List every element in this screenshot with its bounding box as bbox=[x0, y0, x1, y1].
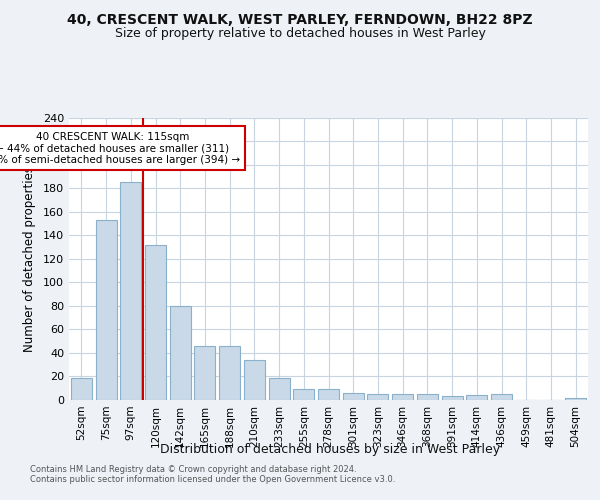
Bar bbox=[318, 390, 339, 400]
Bar bbox=[120, 182, 141, 400]
Text: Size of property relative to detached houses in West Parley: Size of property relative to detached ho… bbox=[115, 28, 485, 40]
Bar bbox=[466, 396, 487, 400]
Bar bbox=[367, 394, 388, 400]
Text: 40, CRESCENT WALK, WEST PARLEY, FERNDOWN, BH22 8PZ: 40, CRESCENT WALK, WEST PARLEY, FERNDOWN… bbox=[67, 12, 533, 26]
Bar bbox=[343, 393, 364, 400]
Bar bbox=[194, 346, 215, 400]
Bar bbox=[170, 306, 191, 400]
Bar bbox=[442, 396, 463, 400]
Bar bbox=[95, 220, 116, 400]
Text: Distribution of detached houses by size in West Parley: Distribution of detached houses by size … bbox=[160, 442, 500, 456]
Text: Contains HM Land Registry data © Crown copyright and database right 2024.
Contai: Contains HM Land Registry data © Crown c… bbox=[30, 465, 395, 484]
Bar bbox=[269, 378, 290, 400]
Bar bbox=[71, 378, 92, 400]
Bar bbox=[491, 394, 512, 400]
Bar bbox=[145, 244, 166, 400]
Text: 40 CRESCENT WALK: 115sqm
← 44% of detached houses are smaller (311)
56% of semi-: 40 CRESCENT WALK: 115sqm ← 44% of detach… bbox=[0, 132, 240, 165]
Bar bbox=[293, 390, 314, 400]
Bar bbox=[565, 398, 586, 400]
Y-axis label: Number of detached properties: Number of detached properties bbox=[23, 166, 36, 352]
Bar bbox=[392, 394, 413, 400]
Bar bbox=[244, 360, 265, 400]
Bar bbox=[417, 394, 438, 400]
Bar bbox=[219, 346, 240, 400]
